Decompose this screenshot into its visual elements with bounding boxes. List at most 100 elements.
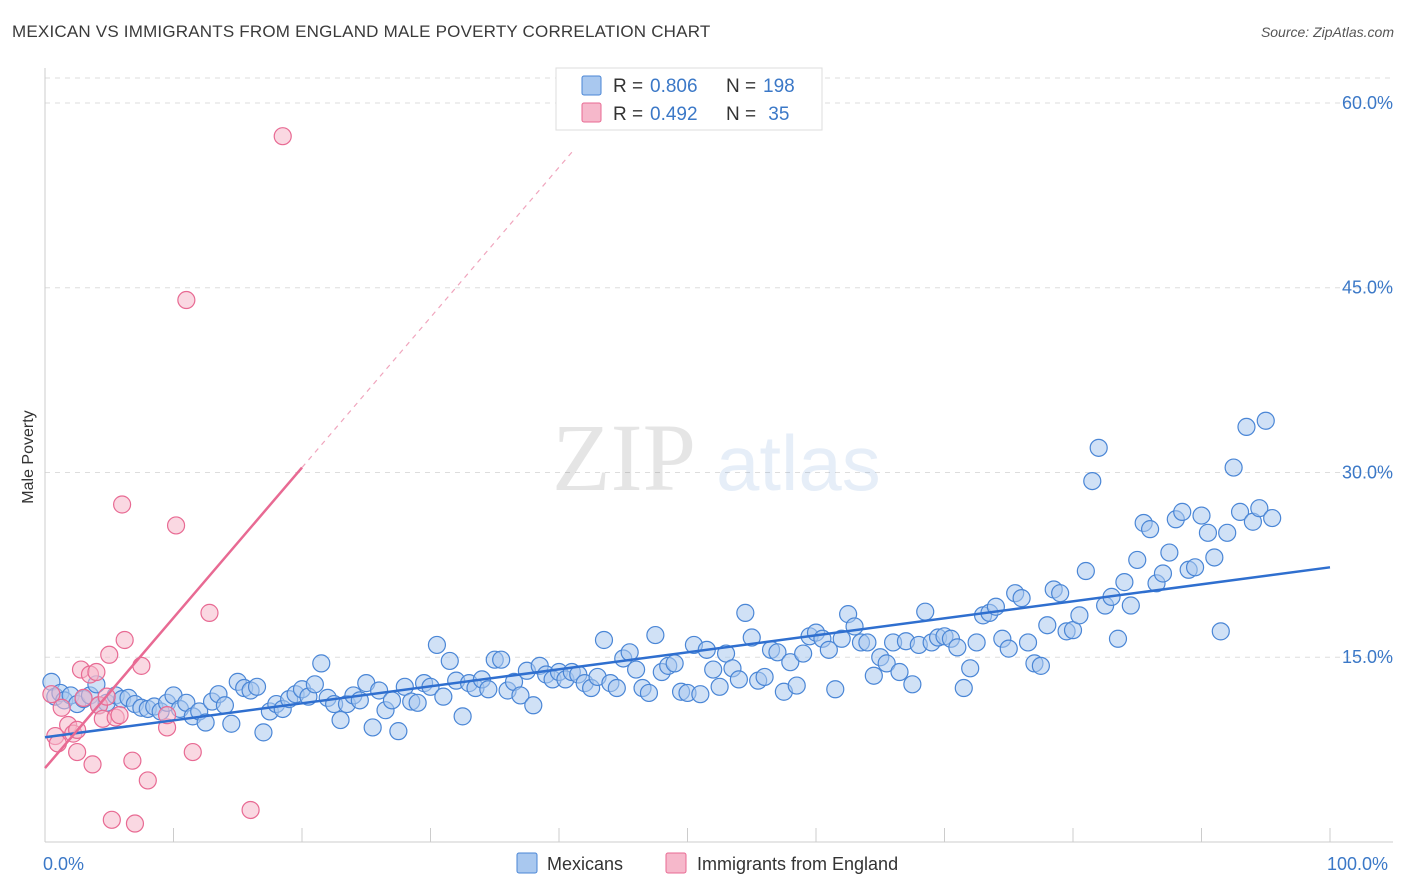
mexicans-point [729, 670, 749, 689]
mexicans-point [382, 691, 402, 710]
mexicans-point [999, 639, 1018, 658]
mexicans-point [440, 651, 459, 671]
legend-mexicans-swatch [516, 852, 538, 874]
mexicans-point [363, 718, 382, 737]
legend-r-value-1: 0.806 [650, 76, 698, 97]
england-point [241, 800, 260, 820]
england-point [115, 630, 134, 650]
england-point [177, 290, 196, 310]
series-legend: Mexicans Immigrants from England [516, 852, 898, 874]
england-point [100, 645, 119, 664]
legend-england-label: Immigrants from England [697, 854, 898, 874]
mexicans-point [961, 659, 980, 678]
mexicans-point [427, 635, 447, 655]
mexicans-point [1160, 543, 1179, 562]
legend-r-label-1: R = [613, 76, 643, 97]
legend-n-value-1: 198 [763, 76, 795, 97]
mexicans-point [312, 654, 331, 673]
legend-swatch-blue [581, 75, 602, 96]
mexicans-point [1051, 584, 1070, 603]
mexicans-point [787, 676, 806, 695]
source-label: Source: ZipAtlas.com [1260, 24, 1394, 40]
mexicans-point [1031, 656, 1050, 675]
mexicans-point [832, 629, 851, 648]
mexicans-point [639, 683, 659, 703]
mexicans-point [736, 603, 755, 622]
mexicans-point [967, 633, 986, 652]
mexicans-point [864, 666, 883, 685]
y-tick-labels: 15.0% 30.0% 45.0% 60.0% [1342, 93, 1393, 667]
correlation-legend: R = 0.806 N = 198 R = 0.492 N = 35 [555, 67, 823, 131]
trend-line-mexicans [44, 566, 1331, 739]
legend-r-label-2: R = [613, 104, 643, 125]
x-ticks [44, 828, 1331, 842]
mexicans-point [1224, 458, 1243, 477]
y-axis-title: Male Poverty [20, 410, 37, 503]
mexicans-point [1089, 438, 1108, 457]
mexicans-point [594, 630, 614, 650]
england-point [273, 127, 292, 146]
mexicans-point [646, 625, 665, 645]
mexicans-point [196, 713, 215, 732]
legend-n-value-2: 35 [763, 104, 789, 125]
mexicans-point [768, 643, 787, 662]
watermark: ZIP atlas [552, 404, 881, 511]
england-point [132, 656, 151, 675]
legend-n-label-2: N = [726, 104, 756, 125]
england-point [200, 603, 219, 622]
england-point [74, 688, 93, 707]
trend-lines [44, 151, 1331, 769]
legend-r-value-2: 0.492 [650, 104, 698, 125]
mexicans-point [755, 667, 774, 687]
england-point [68, 742, 87, 762]
mexicans-point [916, 602, 935, 621]
mexicans-point [1140, 520, 1160, 539]
mexicans-point [222, 714, 241, 733]
mexicans-point [665, 654, 684, 673]
england-point [123, 751, 142, 770]
series-mexicans [42, 411, 1282, 742]
mexicans-point [704, 660, 723, 679]
mexicans-point [607, 678, 626, 698]
mexicans-point [453, 707, 472, 726]
mexicans-point [1018, 633, 1038, 652]
mexicans-point [1128, 550, 1147, 570]
mexicans-point [1108, 629, 1128, 648]
mexicans-point [845, 617, 864, 636]
y-tick-label-15: 15.0% [1342, 647, 1393, 667]
mexicans-point [742, 628, 761, 647]
mexicans-point [1211, 622, 1230, 641]
mexicans-point [1237, 417, 1256, 437]
england-point [42, 685, 61, 704]
england-point [102, 810, 121, 829]
mexicans-point [710, 677, 729, 696]
mexicans-point [479, 680, 498, 699]
mexicans-point [1250, 499, 1269, 518]
mexicans-point [1205, 548, 1224, 567]
mexicans-point [826, 680, 845, 699]
england-point [52, 698, 71, 717]
mexicans-point [1263, 508, 1282, 528]
england-point [125, 814, 145, 833]
mexicans-point [1173, 502, 1192, 521]
legend-n-label-1: N = [726, 76, 756, 97]
mexicans-point [247, 677, 267, 696]
mexicans-point [1076, 561, 1095, 581]
england-point [138, 771, 157, 790]
mexicans-point [903, 675, 922, 694]
mexicans-point [877, 654, 896, 673]
mexicans-point [389, 722, 408, 741]
england-point [87, 662, 106, 682]
england-point [166, 516, 186, 535]
mexicans-point [954, 678, 973, 698]
england-point [183, 742, 202, 762]
mexicans-point [511, 686, 530, 705]
mexicans-point [858, 633, 877, 652]
mexicans-point [1083, 471, 1102, 491]
mexicans-point [524, 696, 543, 715]
mexicans-point [794, 644, 813, 663]
mexicans-point [691, 685, 710, 704]
chart-title: MEXICAN VS IMMIGRANTS FROM ENGLAND MALE … [12, 22, 711, 41]
y-tick-label-60: 60.0% [1342, 93, 1393, 113]
